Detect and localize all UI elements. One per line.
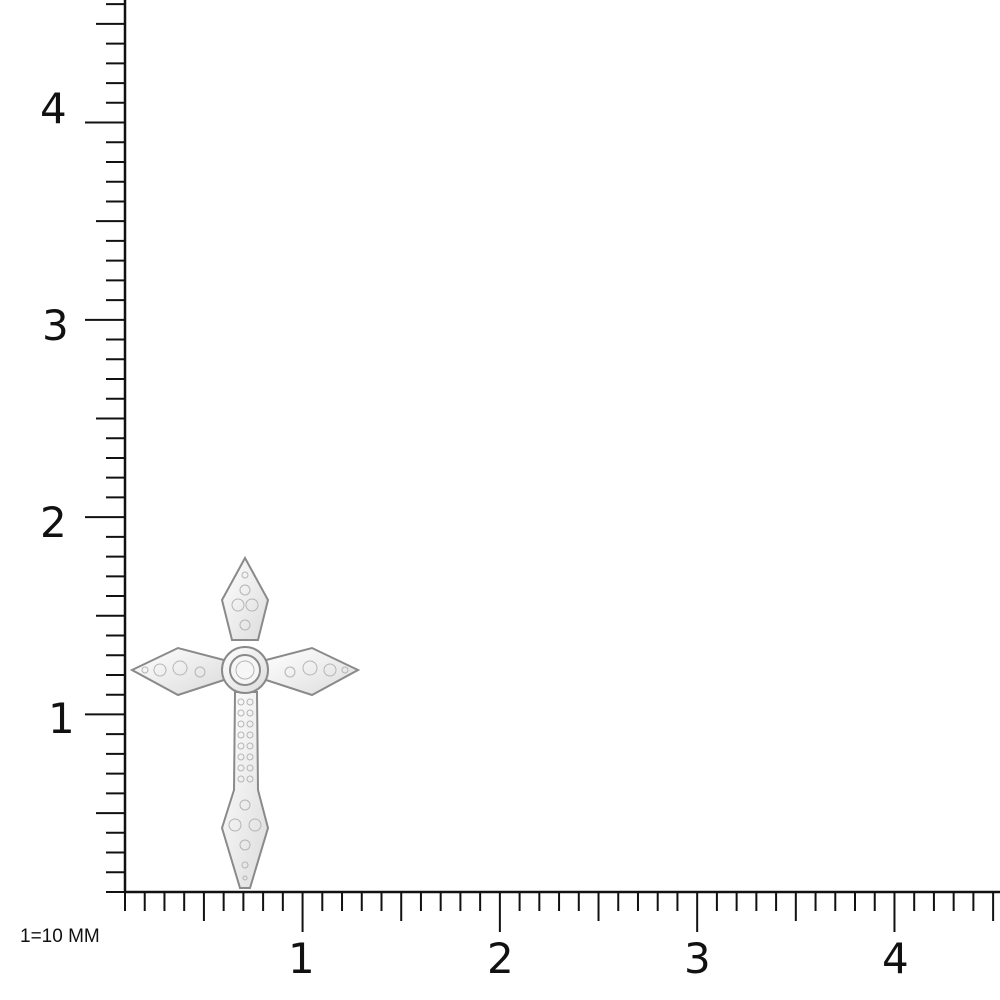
diamond-stone bbox=[246, 775, 254, 783]
h-label-3: 3 bbox=[684, 934, 711, 983]
diamond-stone bbox=[237, 731, 245, 739]
diamond-stone bbox=[239, 799, 251, 811]
diamond-stone bbox=[194, 666, 206, 678]
diamond-stone bbox=[323, 663, 337, 677]
diamond-stone bbox=[172, 660, 188, 676]
diamond-stone bbox=[237, 742, 245, 750]
diamond-stone bbox=[228, 818, 242, 832]
v-label-4: 4 bbox=[40, 84, 67, 133]
scale-label: 1=10 MM bbox=[20, 926, 100, 947]
diamond-stone bbox=[231, 598, 245, 612]
diamond-stone bbox=[239, 839, 251, 851]
diamond-stone bbox=[239, 619, 251, 631]
diamond-stone bbox=[284, 666, 296, 678]
diamond-stone bbox=[246, 720, 254, 728]
diamond-stone bbox=[241, 571, 249, 579]
diamond-stone bbox=[248, 818, 262, 832]
diamond-stone bbox=[246, 753, 254, 761]
h-label-1: 1 bbox=[288, 934, 315, 983]
diamond-stone bbox=[237, 764, 245, 772]
diamond-stone bbox=[245, 598, 259, 612]
diamond-stone bbox=[153, 663, 167, 677]
diamond-stone bbox=[246, 709, 254, 717]
diamond-stone bbox=[246, 731, 254, 739]
v-label-1: 1 bbox=[48, 694, 75, 743]
v-label-3: 3 bbox=[42, 301, 69, 350]
diamond-stone bbox=[241, 861, 249, 869]
diamond-stone bbox=[237, 720, 245, 728]
diamond-stone bbox=[242, 875, 248, 881]
diamond-stone bbox=[237, 709, 245, 717]
diamond-stone bbox=[237, 698, 245, 706]
diamond-stone bbox=[246, 764, 254, 772]
diamond-stone bbox=[237, 775, 245, 783]
h-label-2: 2 bbox=[487, 934, 514, 983]
diamond-stone bbox=[141, 666, 149, 674]
diamond-stone bbox=[302, 660, 318, 676]
diamond-stone bbox=[246, 742, 254, 750]
h-label-4: 4 bbox=[882, 934, 909, 983]
diamond-stone bbox=[341, 666, 349, 674]
diamond-stone bbox=[237, 753, 245, 761]
diamond-stone bbox=[246, 698, 254, 706]
v-label-2: 2 bbox=[40, 498, 67, 547]
diamond-stone bbox=[235, 660, 255, 680]
diamond-stone bbox=[239, 584, 251, 596]
